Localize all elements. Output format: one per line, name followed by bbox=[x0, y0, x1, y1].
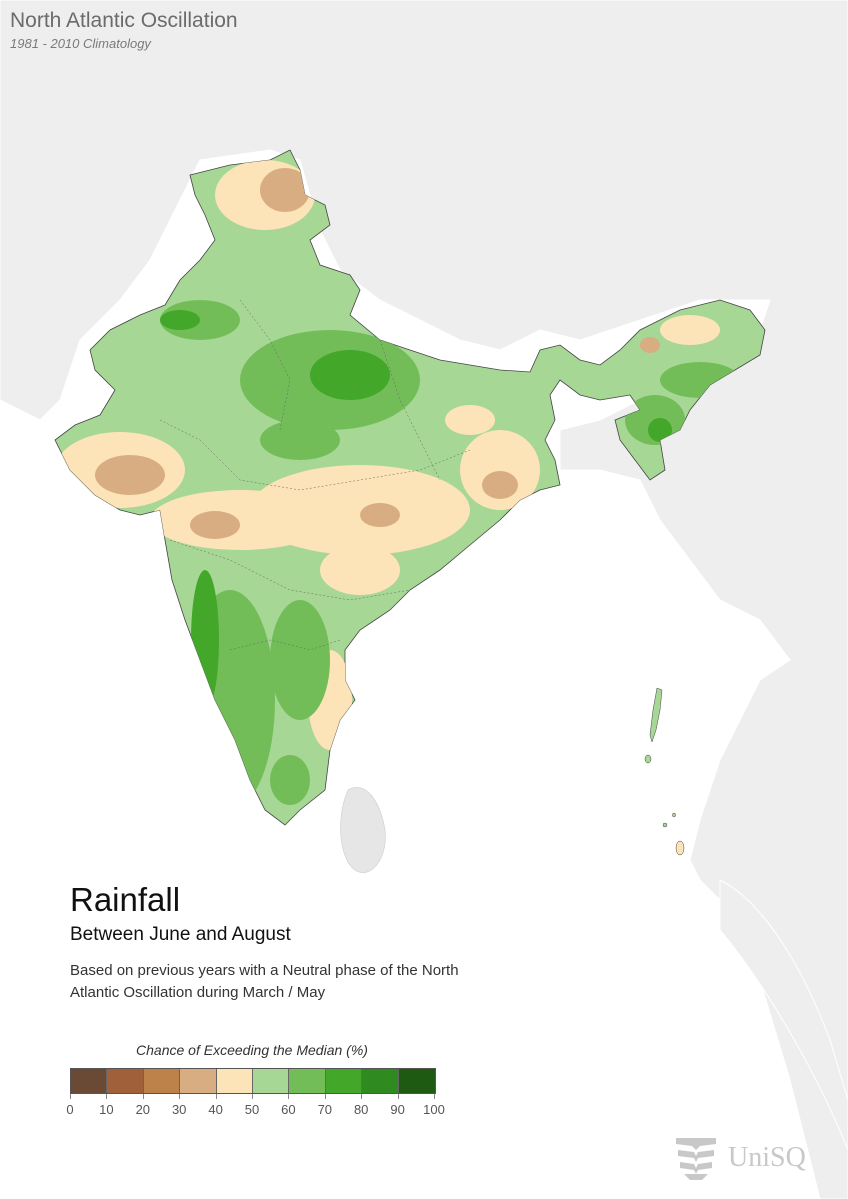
legend-swatch-9 bbox=[398, 1069, 435, 1093]
logo-text: UniSQ bbox=[728, 1142, 806, 1173]
legend-title: Chance of Exceeding the Median (%) bbox=[136, 1042, 368, 1058]
header-subtitle: 1981 - 2010 Climatology bbox=[10, 36, 151, 51]
legend-tick-label: 80 bbox=[353, 1102, 369, 1117]
legend-tick-label: 60 bbox=[281, 1102, 296, 1117]
legend-tick-mark bbox=[70, 1094, 71, 1099]
legend-swatch-6 bbox=[289, 1069, 326, 1093]
legend-swatch-2 bbox=[143, 1069, 181, 1093]
legend-swatch-1 bbox=[107, 1069, 144, 1093]
legend-tick-mark bbox=[252, 1094, 253, 1099]
state-boundaries bbox=[159, 299, 471, 651]
legend-tick-label: 90 bbox=[390, 1102, 405, 1117]
legend-tick-label: 30 bbox=[171, 1102, 187, 1117]
legend-tick-mark bbox=[434, 1094, 435, 1099]
legend-tick-mark bbox=[215, 1094, 217, 1099]
sri-lanka bbox=[340, 787, 386, 873]
legend-tick-label: 70 bbox=[317, 1102, 333, 1117]
legend-color-bar bbox=[70, 1068, 436, 1094]
info-description: Based on previous years with a Neutral p… bbox=[70, 962, 459, 1001]
legend-tick-label: 100 bbox=[423, 1102, 445, 1117]
map-header: North Atlantic Oscillation 1981 - 2010 C… bbox=[10, 8, 238, 51]
andaman-islands bbox=[644, 687, 685, 856]
info-title: Rainfall bbox=[70, 881, 181, 918]
info-subtitle: Between June and August bbox=[70, 924, 291, 945]
legend-tick-mark bbox=[142, 1094, 144, 1099]
legend-ticks: 0 10 20 30 40 50 60 70 80 90 100 bbox=[66, 1094, 445, 1124]
legend-tick-label: 40 bbox=[208, 1102, 223, 1117]
legend-tick-mark bbox=[179, 1094, 181, 1099]
legend-tick-mark bbox=[324, 1094, 326, 1099]
legend-tick-label: 20 bbox=[135, 1102, 151, 1117]
legend-swatch-7 bbox=[325, 1069, 363, 1093]
legend-tick-mark bbox=[288, 1094, 290, 1099]
legend-swatch-3 bbox=[180, 1069, 217, 1093]
unisq-logo-icon bbox=[676, 1138, 716, 1180]
legend-tick-mark bbox=[361, 1094, 363, 1099]
legend-swatch-4 bbox=[216, 1069, 253, 1093]
legend-tick-mark bbox=[106, 1094, 108, 1099]
legend-tick-label: 50 bbox=[244, 1102, 260, 1117]
legend-tick-label: 0 bbox=[66, 1102, 74, 1117]
legend-swatch-8 bbox=[362, 1069, 399, 1093]
header-title: North Atlantic Oscillation bbox=[10, 9, 238, 32]
legend-tick-label: 10 bbox=[99, 1102, 114, 1117]
india-region bbox=[54, 149, 766, 826]
legend-tick-mark bbox=[397, 1094, 399, 1099]
unisq-logo: UniSQ bbox=[672, 1134, 806, 1182]
info-panel: Rainfall Between June and August Based o… bbox=[70, 880, 470, 1004]
legend: Chance of Exceeding the Median (%) 0 10 20… bbox=[60, 1042, 450, 1117]
legend-swatch-0 bbox=[71, 1069, 108, 1093]
legend-swatch-5 bbox=[252, 1069, 290, 1093]
